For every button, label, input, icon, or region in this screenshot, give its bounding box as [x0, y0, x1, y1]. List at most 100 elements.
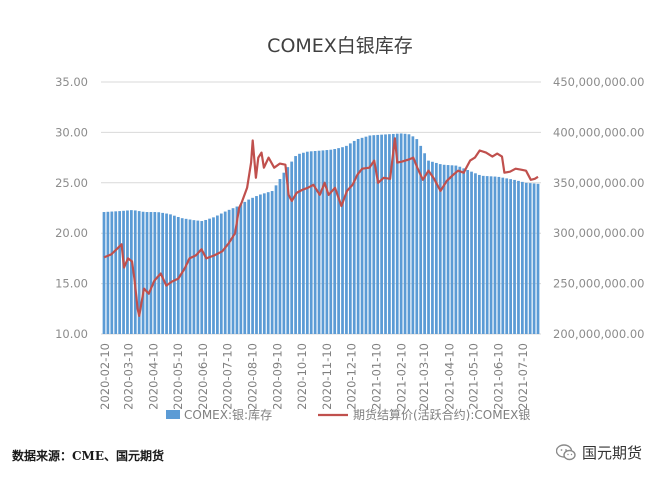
inventory-bar — [513, 179, 516, 334]
inventory-bar — [274, 185, 278, 334]
left-tick-label: 20.00 — [55, 226, 88, 240]
inventory-bar — [286, 167, 290, 334]
inventory-bar — [266, 192, 270, 334]
x-tick-label: 2020-10-10 — [295, 343, 309, 410]
inventory-bar — [165, 213, 168, 334]
inventory-bar — [376, 134, 380, 334]
inventory-bar — [262, 193, 266, 334]
inventory-bar — [223, 211, 227, 334]
inventory-bar — [235, 206, 239, 334]
right-tick-label: 200,000,000.00 — [553, 327, 644, 341]
inventory-bar — [462, 168, 466, 334]
inventory-bar — [290, 161, 294, 334]
inventory-bar — [239, 204, 243, 334]
legend-label-inventory: COMEX:银:库存 — [184, 407, 272, 422]
inventory-bar — [141, 211, 145, 334]
inventory-bar — [196, 220, 200, 334]
inventory-bar — [368, 135, 372, 334]
inventory-bar — [133, 210, 137, 334]
legend-bar-swatch — [166, 410, 180, 419]
x-tick-label: 2020-12-10 — [344, 343, 358, 410]
inventory-bar — [118, 211, 122, 334]
inventory-bar — [309, 151, 313, 334]
right-tick-label: 250,000,000.00 — [553, 277, 644, 291]
x-tick-label: 2020-05-10 — [171, 343, 185, 410]
x-tick-label: 2020-09-10 — [271, 343, 285, 410]
inventory-bar — [212, 217, 215, 334]
source-footnote: 数据来源：CME、国元期货 — [12, 449, 164, 463]
inventory-bar — [470, 171, 473, 334]
wechat-icon — [555, 444, 576, 461]
left-axis-ticks: 10.00 15.00 20.00 25.00 30.00 35.00 — [55, 75, 88, 341]
x-tick-label: 2020-06-10 — [196, 343, 210, 410]
right-tick-label: 450,000,000.00 — [553, 75, 644, 89]
inventory-bar — [305, 151, 309, 334]
x-tick-label: 2020-04-10 — [147, 343, 161, 410]
inventory-bar — [446, 165, 450, 334]
inventory-bar — [180, 218, 184, 334]
x-tick-label: 2021-03-10 — [417, 343, 431, 410]
inventory-bar — [474, 173, 477, 334]
legend-label-price: 期货结算价(活跃合约):COMEX银 — [353, 407, 530, 422]
inventory-bar — [364, 136, 368, 334]
inventory-bar — [524, 182, 528, 334]
inventory-bar — [458, 166, 462, 334]
inventory-bar — [520, 181, 524, 334]
inventory-bar — [208, 218, 211, 334]
inventory-bar — [302, 152, 305, 334]
inventory-bar — [380, 134, 383, 334]
x-tick-label: 2021-07-10 — [516, 343, 530, 410]
inventory-bar — [110, 211, 114, 334]
inventory-bar — [489, 176, 493, 334]
price-line-series — [103, 137, 539, 317]
inventory-bar — [450, 165, 454, 334]
inventory-bar — [532, 183, 536, 334]
right-tick-label: 400,000,000.00 — [553, 125, 644, 139]
x-tick-label: 2021-06-10 — [492, 343, 506, 410]
right-tick-label: 350,000,000.00 — [553, 176, 644, 190]
inventory-bar — [481, 175, 485, 334]
inventory-bar — [192, 220, 196, 334]
inventory-bar — [270, 191, 274, 334]
legend: COMEX:银:库存 期货结算价(活跃合约):COMEX银 — [166, 407, 530, 422]
inventory-bar — [341, 147, 344, 334]
inventory-bar — [407, 134, 411, 334]
inventory-bar — [403, 133, 407, 334]
left-tick-label: 35.00 — [55, 75, 88, 89]
inventory-bar — [501, 177, 505, 334]
x-tick-label: 2021-04-10 — [442, 343, 456, 410]
inventory-bar — [255, 196, 258, 334]
x-tick-label: 2020-07-10 — [220, 343, 234, 410]
inventory-bar — [161, 212, 165, 334]
inventory-bar — [145, 212, 149, 334]
x-tick-label: 2021-02-10 — [395, 343, 409, 410]
inventory-bar — [204, 219, 208, 334]
inventory-bar — [536, 183, 540, 334]
inventory-bar — [345, 145, 348, 334]
right-axis-ticks: 200,000,000.00 250,000,000.00 300,000,000.… — [553, 75, 644, 341]
inventory-bar — [528, 183, 532, 334]
inventory-bar — [395, 133, 399, 334]
inventory-bars — [102, 133, 540, 334]
left-tick-label: 15.00 — [55, 277, 88, 291]
inventory-bar — [227, 209, 231, 334]
inventory-bar — [485, 176, 489, 334]
inventory-bar — [251, 197, 254, 334]
inventory-bar — [411, 136, 415, 334]
inventory-bar — [497, 176, 501, 334]
inventory-bar — [130, 210, 133, 334]
inventory-bar — [372, 135, 376, 334]
inventory-bar — [184, 218, 188, 334]
inventory-bar — [466, 170, 469, 334]
inventory-bar — [477, 174, 481, 334]
inventory-bar — [149, 212, 153, 334]
inventory-bar — [337, 148, 340, 334]
inventory-bar — [427, 160, 430, 334]
inventory-bar — [321, 150, 325, 334]
inventory-bar — [419, 145, 423, 334]
inventory-bar — [423, 153, 426, 334]
inventory-bar — [509, 179, 512, 334]
inventory-bar — [216, 215, 219, 334]
inventory-bar — [157, 212, 161, 334]
